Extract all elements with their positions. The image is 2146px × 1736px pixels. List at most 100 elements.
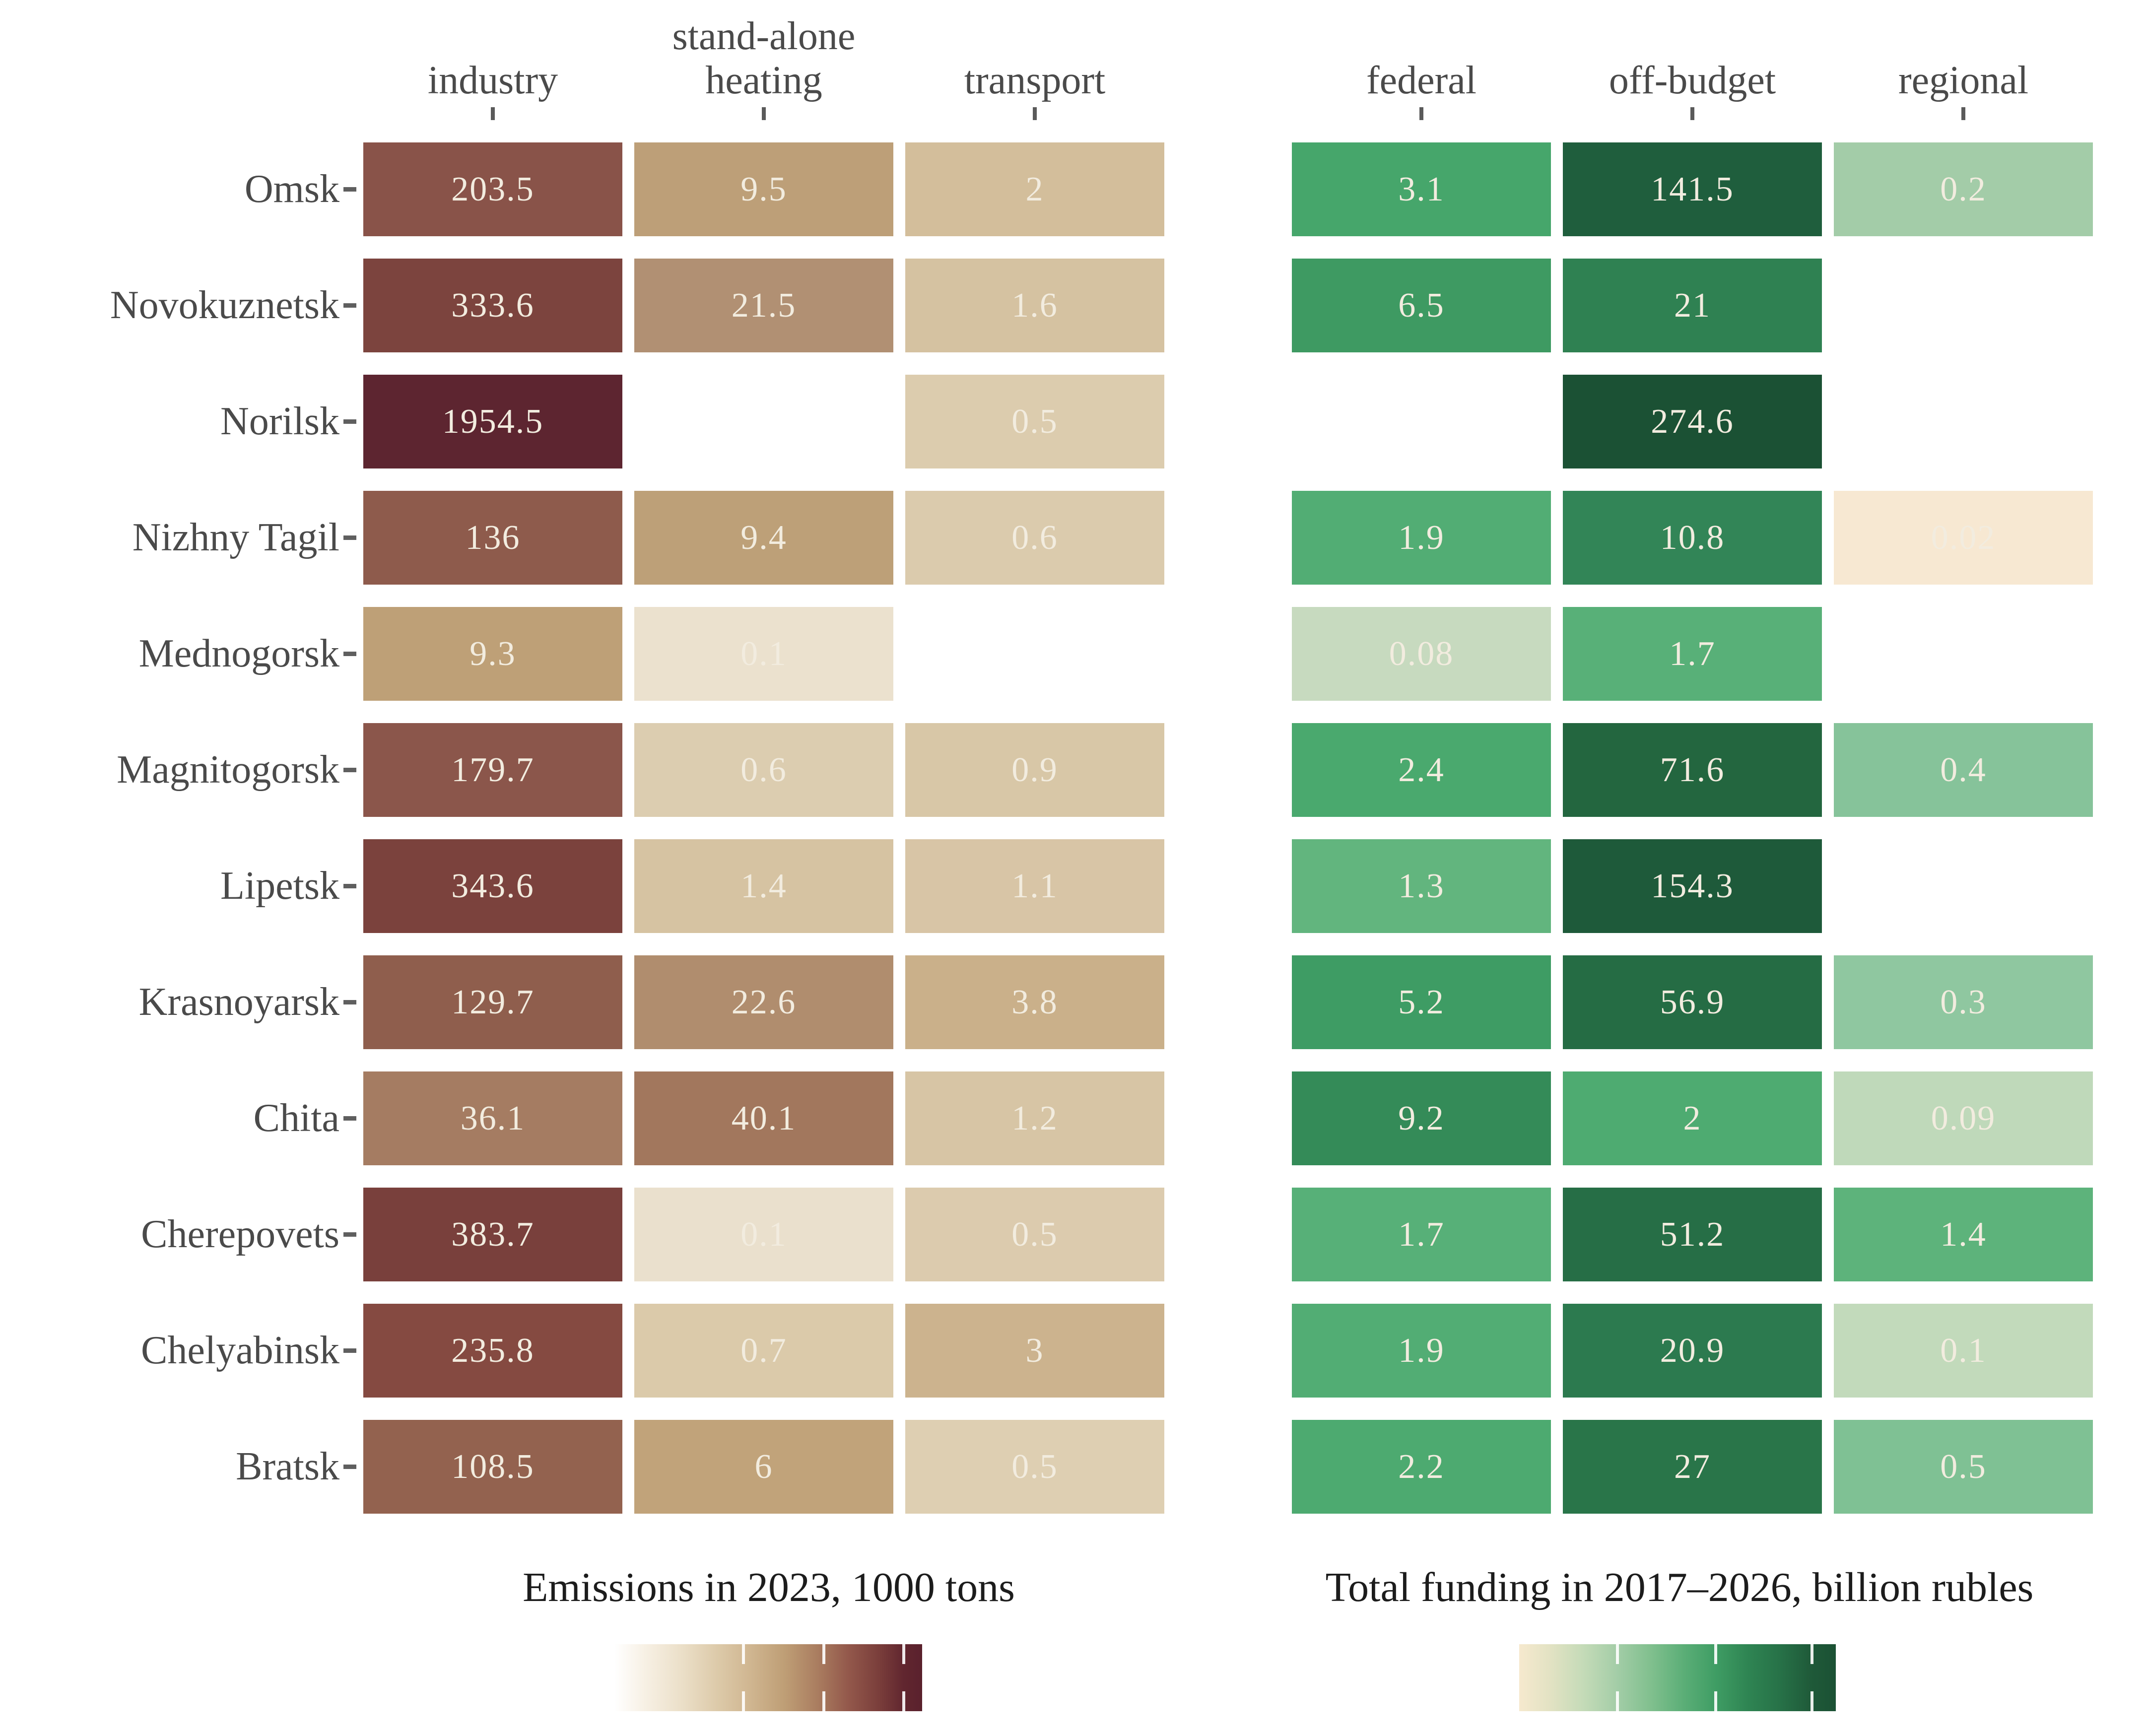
column-tick [1690, 107, 1694, 120]
row-label: Chita [253, 1096, 339, 1140]
colorbar-tick [742, 1691, 745, 1711]
column-header-label: transport [964, 59, 1106, 103]
heatmap-grid: industry stand-alone heating transport fede… [0, 6, 2093, 1514]
colorbar-tick [822, 1691, 825, 1711]
colorbar-tick [1714, 1691, 1717, 1711]
heatmap-cell: 1.9 [1292, 1304, 1551, 1398]
heatmap-cell: 333.6 [363, 259, 622, 352]
row-label: Krasnoyarsk [138, 980, 339, 1024]
colorbar-tick [822, 1644, 825, 1664]
column-tick [762, 107, 766, 120]
row-label: Magnitogorsk [117, 748, 339, 792]
heatmap-cell: 0.3 [1834, 955, 2093, 1049]
column-tick [1419, 107, 1423, 120]
heatmap-cell: 0.9 [905, 723, 1164, 817]
heatmap-cell: 0.1 [634, 607, 893, 701]
column-tick [1961, 107, 1965, 120]
heatmap-cell: 22.6 [634, 955, 893, 1049]
heatmap-cell: 1.1 [905, 839, 1164, 933]
heatmap-cell: 0.1 [634, 1188, 893, 1281]
row-tick [343, 884, 356, 888]
heatmap-cell: 71.6 [1563, 723, 1822, 817]
heatmap-cell: 0.4 [1834, 723, 2093, 817]
heatmap-cell: 36.1 [363, 1071, 622, 1165]
heatmap-cell: 0.02 [1834, 491, 2093, 585]
heatmap-cell: 20.9 [1563, 1304, 1822, 1398]
heatmap-cell: 154.3 [1563, 839, 1822, 933]
heatmap-cell: 0.6 [905, 491, 1164, 585]
heatmap-cell: 0.08 [1292, 607, 1551, 701]
heatmap-cell: 2 [905, 142, 1164, 236]
row-tick [343, 1116, 356, 1121]
row-tick [343, 1000, 356, 1004]
heatmap-cell: 1954.5 [363, 375, 622, 468]
heatmap-cell: 56.9 [1563, 955, 1822, 1049]
colorbar-tick [902, 1691, 905, 1711]
colorbar-tick [1714, 1644, 1717, 1664]
heatmap-cell: 9.5 [634, 142, 893, 236]
heatmap-cell: 0.5 [1834, 1420, 2093, 1514]
heatmap-cell: 10.8 [1563, 491, 1822, 585]
column-header-label: stand-alone heating [672, 14, 856, 103]
column-header-label: industry [427, 59, 558, 103]
row-tick [343, 187, 356, 192]
heatmap-cell: 0.7 [634, 1304, 893, 1398]
heatmap-cell: 2.2 [1292, 1420, 1551, 1514]
heatmap-cell: 3.8 [905, 955, 1164, 1049]
heatmap-cell: 21 [1563, 259, 1822, 352]
row-label: Nizhny Tagil [132, 516, 339, 559]
column-header-label: regional [1898, 59, 2029, 103]
colorbar-tick [1811, 1691, 1814, 1711]
row-label: Cherepovets [141, 1212, 339, 1256]
heatmap-cell: 3.1 [1292, 142, 1551, 236]
heatmap-cell: 274.6 [1563, 375, 1822, 468]
heatmap-cell: 0.1 [1834, 1304, 2093, 1398]
heatmap-cell: 6 [634, 1420, 893, 1514]
emissions-legend-title: Emissions in 2023, 1000 tons [523, 1564, 1015, 1610]
heatmap-cell: 129.7 [363, 955, 622, 1049]
heatmap-cell: 179.7 [363, 723, 622, 817]
heatmap-cell: 5.2 [1292, 955, 1551, 1049]
colorbar-tick [1615, 1691, 1619, 1711]
funding-colorbar [1519, 1644, 1836, 1711]
heatmap-cell: 3 [905, 1304, 1164, 1398]
row-label: Bratsk [236, 1445, 339, 1488]
heatmap-cell: 9.4 [634, 491, 893, 585]
heatmap-cell: 383.7 [363, 1188, 622, 1281]
heatmap-cell: 1.7 [1563, 607, 1822, 701]
heatmap-cell: 51.2 [1563, 1188, 1822, 1281]
row-label: Omsk [244, 167, 339, 211]
heatmap-cell: 108.5 [363, 1420, 622, 1514]
row-tick [343, 419, 356, 424]
row-label: Lipetsk [220, 864, 339, 908]
column-header-emissions-2: stand-alone heating [634, 6, 893, 120]
colorbar-tick [1615, 1644, 1619, 1664]
heatmap-cell: 1.9 [1292, 491, 1551, 585]
heatmap-cell: 40.1 [634, 1071, 893, 1165]
colorbar-tick [902, 1644, 905, 1664]
heatmap-cell: 0.09 [1834, 1071, 2093, 1165]
heatmap-cell: 203.5 [363, 142, 622, 236]
row-label: Novokuznetsk [110, 283, 339, 327]
heatmap-cell: 9.3 [363, 607, 622, 701]
column-header-funding-3: regional [1834, 6, 2093, 120]
row-tick [343, 1348, 356, 1353]
heatmap-cell: 343.6 [363, 839, 622, 933]
row-tick [343, 1232, 356, 1237]
row-tick [343, 768, 356, 772]
column-header-emissions-1: industry [363, 6, 622, 120]
funding-legend-title: Total funding in 2017–2026, billion rubl… [1325, 1564, 2034, 1610]
heatmap-cell: 0.5 [905, 1188, 1164, 1281]
row-label: Chelyabinsk [141, 1329, 339, 1372]
heatmap-cell: 9.2 [1292, 1071, 1551, 1165]
heatmap-cell: 0.5 [905, 1420, 1164, 1514]
column-tick [491, 107, 495, 120]
heatmap-cell: 1.7 [1292, 1188, 1551, 1281]
heatmap-cell: 1.4 [1834, 1188, 2093, 1281]
column-header-label: federal [1366, 59, 1477, 103]
heatmap-cell: 141.5 [1563, 142, 1822, 236]
row-tick [343, 303, 356, 308]
row-label: Mednogorsk [138, 632, 339, 675]
heatmap-cell: 2.4 [1292, 723, 1551, 817]
